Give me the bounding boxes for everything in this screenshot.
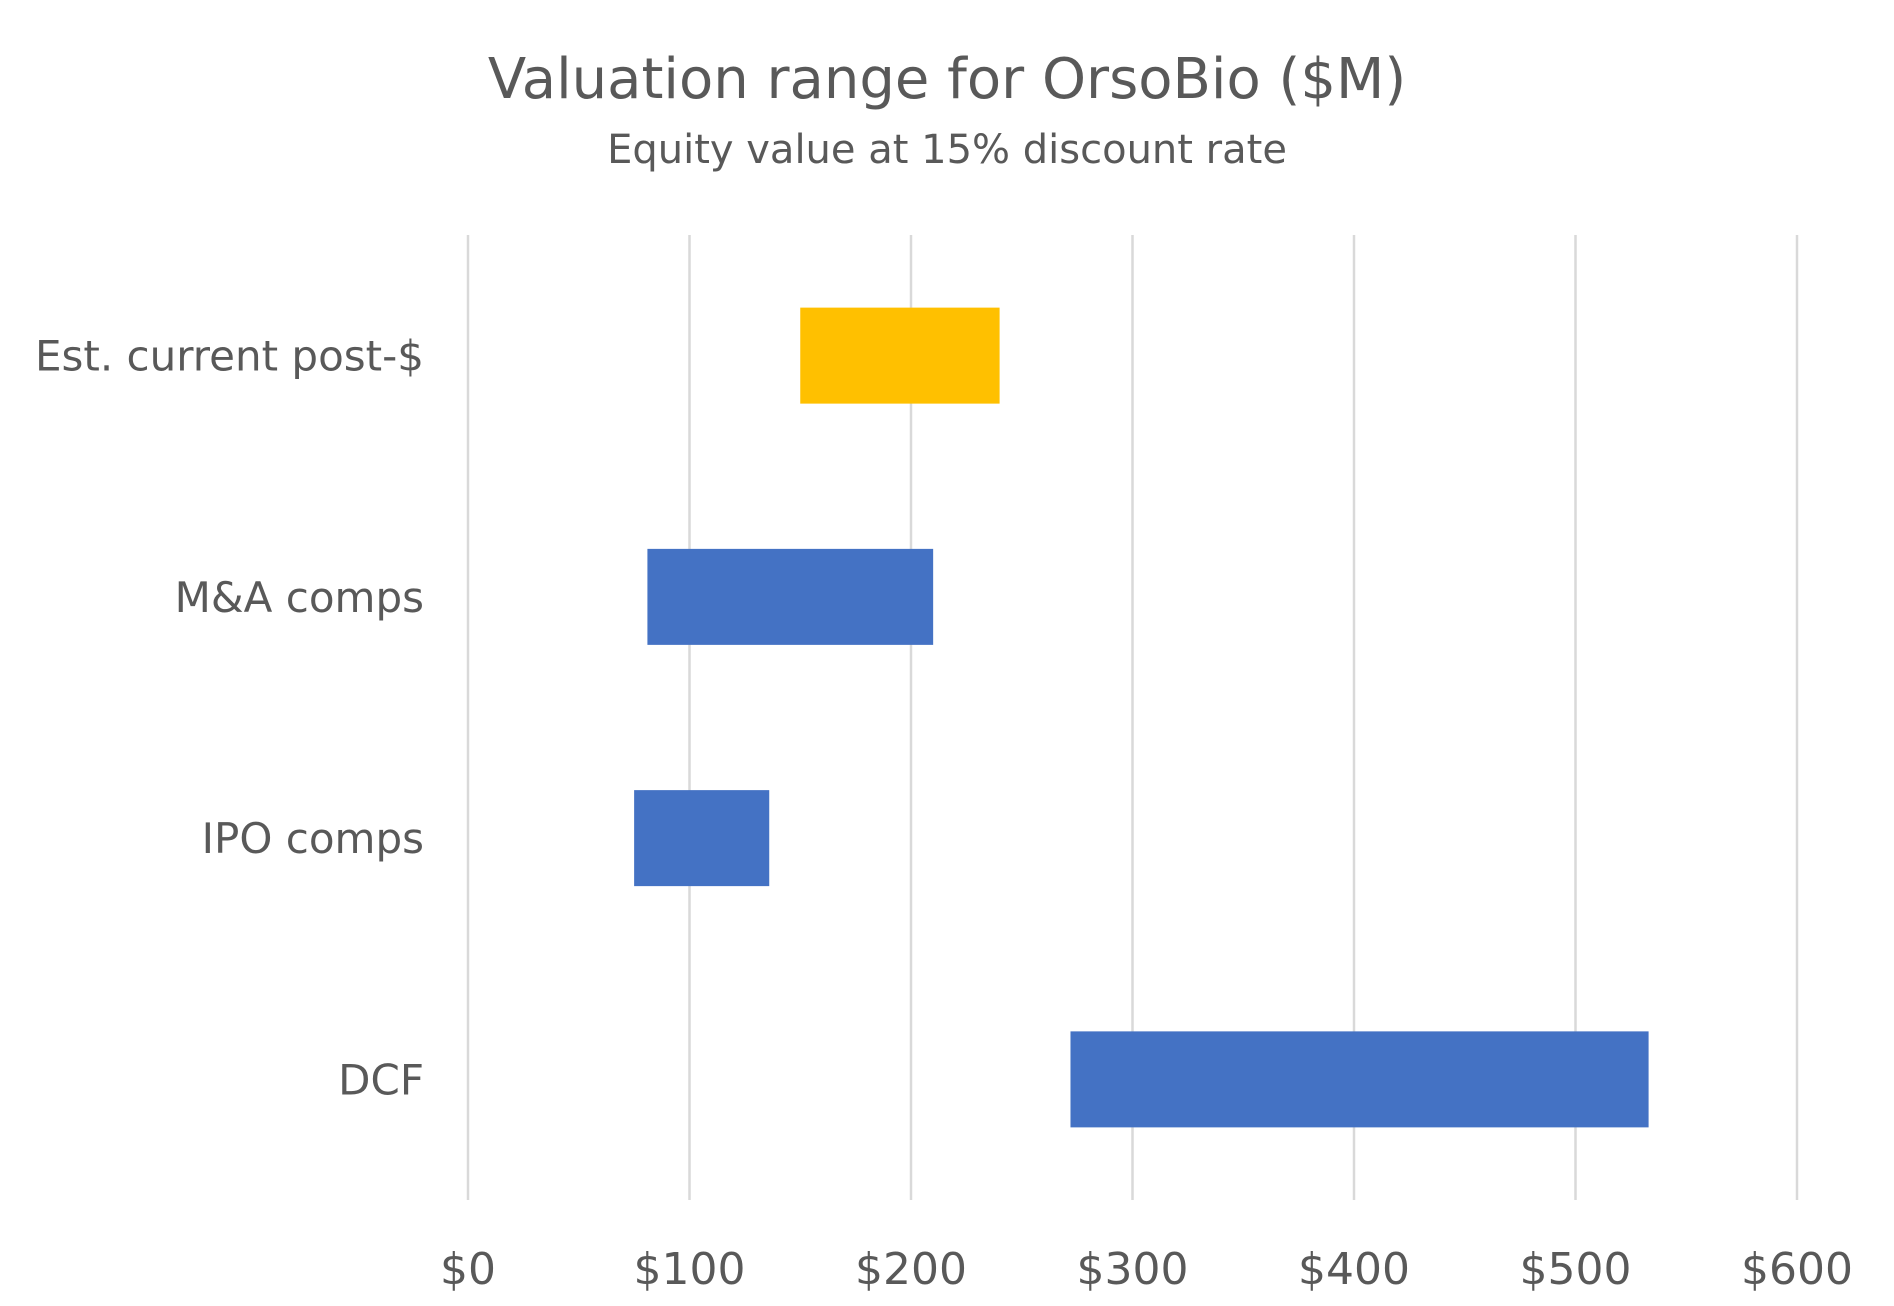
x-tick-label: $0 (440, 1244, 496, 1295)
x-tick-label: $300 (1077, 1244, 1189, 1295)
range-bar (1070, 1031, 1649, 1128)
range-bars (634, 307, 1649, 1128)
x-tick-label: $400 (1298, 1244, 1410, 1295)
x-axis-tick-labels: $0 $100 $200 $300 $400 $500 $600 (440, 1244, 1853, 1295)
category-label: M&A comps (175, 573, 424, 622)
category-label: IPO comps (202, 814, 424, 863)
chart-title: Valuation range for OrsoBio ($M) (488, 47, 1406, 112)
x-tick-label: $200 (855, 1244, 967, 1295)
x-tick-label: $500 (1520, 1244, 1632, 1295)
category-labels: Est. current post-$ M&A comps IPO comps DCF (35, 332, 424, 1105)
range-bar (634, 790, 770, 887)
range-bar (800, 307, 1000, 404)
x-tick-label: $600 (1741, 1244, 1853, 1295)
category-label: Est. current post-$ (35, 332, 424, 381)
chart-subtitle: Equity value at 15% discount rate (607, 127, 1287, 173)
category-label: DCF (338, 1055, 424, 1104)
x-tick-label: $100 (634, 1244, 746, 1295)
range-bar (647, 548, 934, 645)
